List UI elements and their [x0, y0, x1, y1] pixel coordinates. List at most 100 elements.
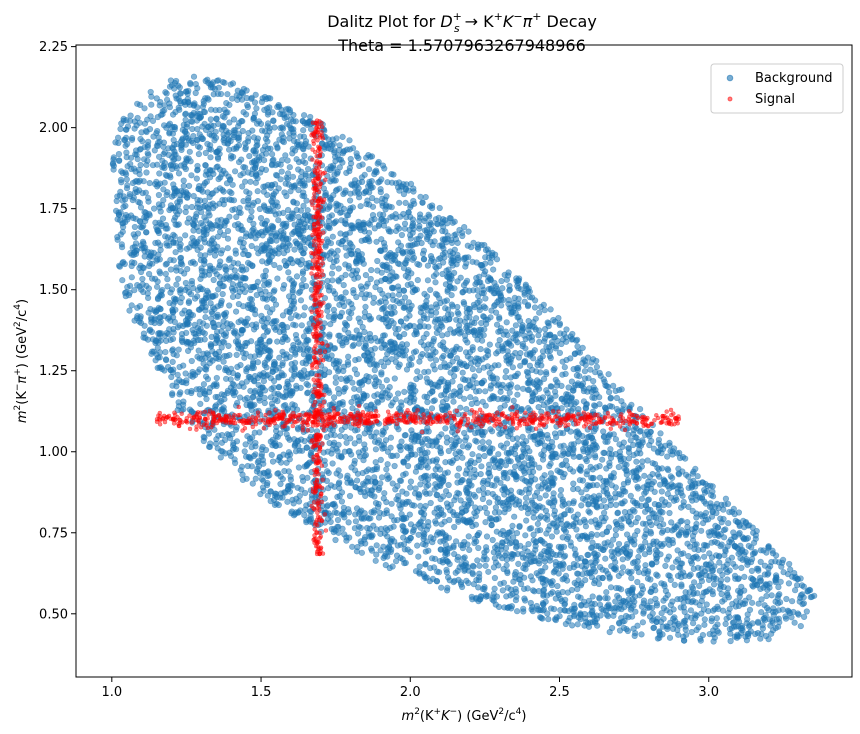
background-point [620, 439, 627, 446]
background-point [288, 256, 295, 263]
background-point [434, 568, 441, 575]
background-point [329, 233, 336, 240]
background-point [342, 244, 349, 251]
background-point [714, 621, 721, 628]
background-point [527, 455, 534, 462]
background-point [522, 494, 530, 502]
background-point [495, 362, 502, 369]
background-point [224, 140, 232, 147]
background-point [381, 490, 388, 497]
background-point [717, 580, 724, 587]
background-point [288, 376, 295, 383]
background-point [334, 448, 341, 455]
background-point [498, 278, 505, 285]
background-point [531, 461, 538, 468]
background-point [243, 188, 250, 195]
background-point [541, 472, 548, 479]
background-point [746, 606, 754, 614]
background-point [274, 275, 281, 282]
background-point [561, 601, 568, 608]
background-point [300, 202, 307, 209]
background-point [454, 472, 461, 479]
background-point [257, 337, 264, 344]
background-point [610, 612, 617, 619]
background-point [237, 209, 244, 216]
background-point [562, 457, 570, 464]
background-point [110, 166, 117, 173]
background-point [293, 336, 300, 343]
background-point [482, 504, 489, 512]
background-point [407, 548, 414, 556]
background-point [395, 239, 402, 246]
background-point [162, 349, 169, 356]
background-point [351, 385, 358, 392]
background-point [118, 244, 126, 251]
background-point [127, 160, 134, 168]
background-point [248, 214, 255, 221]
background-point [443, 347, 451, 354]
background-point [183, 88, 190, 95]
background-point [577, 554, 585, 562]
background-point [699, 631, 707, 639]
background-point [280, 285, 287, 292]
background-point [699, 519, 707, 527]
background-point [362, 445, 369, 453]
background-point [441, 470, 449, 477]
background-point [416, 225, 423, 232]
background-point [135, 166, 143, 173]
background-point [396, 225, 403, 232]
background-point [349, 543, 356, 550]
background-point [641, 551, 649, 558]
background-point [148, 93, 155, 100]
background-point [442, 305, 449, 312]
background-point [442, 459, 449, 466]
background-point [408, 270, 415, 277]
background-point [142, 217, 149, 225]
background-point [519, 440, 527, 447]
background-point [296, 372, 304, 379]
background-point [562, 370, 569, 378]
background-point [768, 592, 775, 599]
background-point [509, 364, 517, 371]
background-point [265, 94, 272, 102]
background-point [339, 133, 346, 140]
background-point [374, 257, 381, 265]
background-point [433, 520, 440, 527]
background-point [213, 374, 220, 382]
background-point [345, 509, 353, 516]
background-point [274, 103, 281, 111]
background-point [180, 177, 187, 184]
background-point [612, 598, 619, 605]
background-point [612, 436, 620, 443]
background-point [641, 472, 648, 479]
background-point [695, 624, 702, 631]
background-point [439, 323, 446, 330]
background-point [303, 444, 310, 452]
background-point [804, 588, 811, 595]
background-point [638, 590, 645, 597]
background-point [354, 267, 361, 274]
background-point [403, 366, 411, 373]
background-point [524, 303, 532, 310]
background-point [666, 509, 673, 517]
background-point [510, 534, 517, 541]
background-point [545, 526, 552, 533]
background-point [450, 398, 457, 405]
background-point [218, 432, 226, 439]
background-point [701, 621, 708, 628]
background-point [285, 468, 292, 475]
background-point [274, 230, 281, 237]
background-point [126, 307, 133, 314]
background-point [456, 392, 463, 400]
background-point [473, 538, 480, 545]
background-point [387, 304, 394, 311]
background-point [463, 260, 470, 267]
background-point [436, 204, 443, 212]
background-point [300, 127, 307, 134]
background-point [452, 569, 459, 576]
background-point [596, 401, 603, 408]
background-point [349, 405, 356, 412]
background-point [645, 496, 652, 503]
background-point [701, 486, 708, 494]
background-point [164, 276, 171, 283]
